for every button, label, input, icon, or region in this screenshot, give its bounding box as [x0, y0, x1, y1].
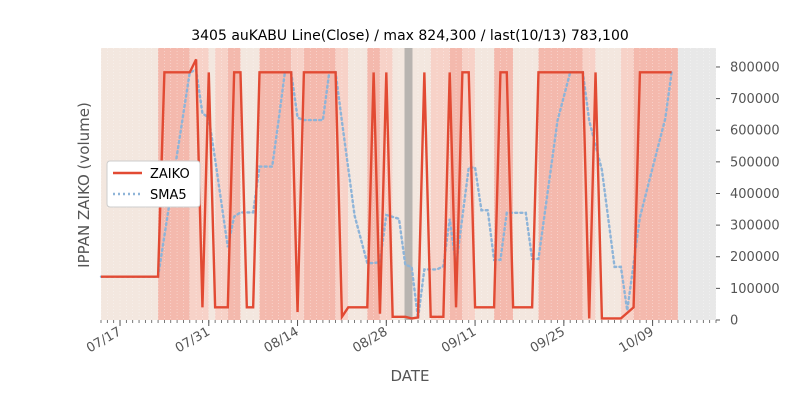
- legend-sma5-label: SMA5: [150, 188, 187, 203]
- x-axis-label: DATE: [390, 367, 429, 385]
- y-tick-label: 700000: [730, 92, 780, 107]
- shaded-band: [633, 48, 678, 320]
- plot-area: [99, 48, 717, 321]
- y-tick-label: 800000: [730, 60, 780, 75]
- y-tick-label: 400000: [730, 187, 780, 202]
- y-tick-label: 200000: [730, 250, 780, 265]
- y-tick-label: 100000: [730, 282, 780, 297]
- y-tick-label: 500000: [730, 155, 780, 170]
- legend: ZAIKO SMA5: [106, 160, 201, 208]
- y-tick-label: 0: [730, 314, 738, 329]
- shaded-band: [303, 48, 336, 320]
- zaiko-series-line: [101, 58, 672, 321]
- highlight-bar: [404, 48, 413, 320]
- y-tick-label: 600000: [730, 124, 780, 139]
- shaded-band: [538, 48, 583, 320]
- shaded-band: [259, 48, 292, 320]
- y-axis-label: IPPAN ZAIKO (volume): [75, 102, 93, 268]
- legend-zaiko-label: ZAIKO: [150, 167, 190, 182]
- chart-title: 3405 auKABU Line(Close) / max 824,300 / …: [191, 28, 629, 44]
- shaded-band: [348, 48, 368, 320]
- y-tick-label: 300000: [730, 219, 780, 234]
- shaded-band: [475, 48, 495, 320]
- sma5-series-line: [99, 68, 673, 319]
